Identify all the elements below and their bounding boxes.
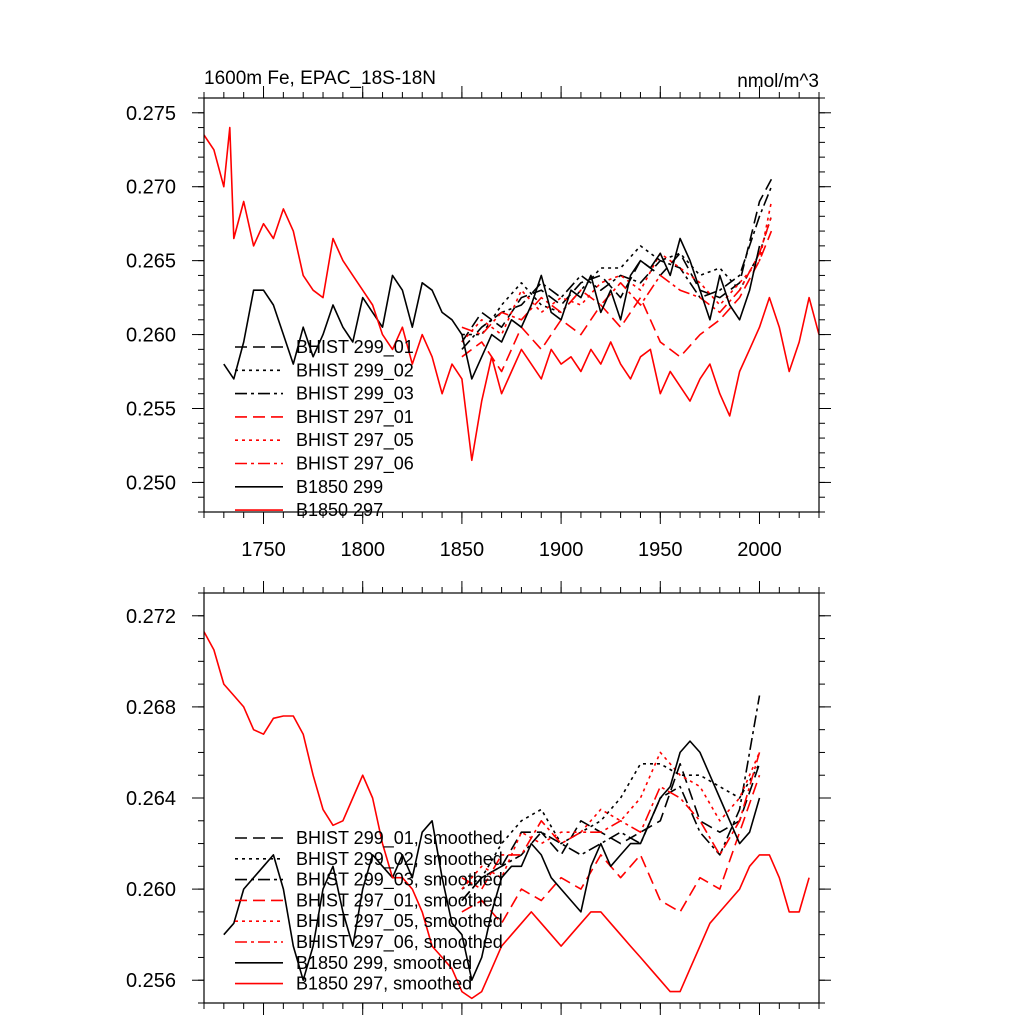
legend-label: BHIST 297_06	[296, 454, 414, 475]
chart-title: 1600m Fe, EPAC_18S-18N	[204, 68, 436, 89]
x-tick-label: 1800	[340, 539, 385, 561]
tick-group	[192, 86, 831, 524]
series-group	[204, 126, 819, 462]
series-line-6	[223, 740, 761, 982]
y-tick-label: 0.268	[126, 697, 176, 719]
legend-label: BHIST 299_01, smoothed	[296, 828, 503, 849]
x-tick-label: 1850	[440, 539, 485, 561]
y-tick-label: 0.270	[126, 177, 176, 199]
series-line-1	[461, 216, 773, 336]
series-line-6	[223, 237, 761, 380]
x-tick-label: 1900	[539, 539, 584, 561]
series-line-7	[204, 126, 819, 462]
legend-label: BHIST 297_01	[296, 407, 414, 428]
legend-label: BHIST 299_02, smoothed	[296, 849, 503, 870]
top-panel: 0.250 0.255 0.260 0.265 0.270 0.275 1750 1800 18…	[126, 68, 831, 561]
legend-label: BHIST 297_01, smoothed	[296, 890, 503, 911]
legend-label: BHIST 299_03	[296, 384, 414, 405]
series-line-3	[461, 230, 773, 373]
y-tick-label: 0.250	[126, 472, 176, 494]
series-line-7	[204, 631, 810, 1000]
series-line-2	[461, 186, 773, 350]
units-label: nmol/m^3	[737, 71, 819, 92]
legend-label: BHIST 299_02	[296, 360, 414, 381]
tick-group	[192, 581, 831, 1015]
y-tick-label: 0.255	[126, 399, 176, 421]
bottom-panel: 0.256 0.260 0.264 0.268 0.272 BHIST 299_01, s…	[126, 581, 831, 1015]
legend-label: B1850 299, smoothed	[296, 953, 472, 973]
legend-label: B1850 297, smoothed	[296, 974, 472, 994]
y-tick-label: 0.272	[126, 606, 176, 628]
series-line-5	[461, 752, 761, 890]
legend-label: BHIST 297_05	[296, 430, 414, 451]
legend-label: BHIST 299_03, smoothed	[296, 870, 503, 891]
x-tick-label: 1950	[638, 539, 683, 561]
y-tick-label: 0.275	[126, 103, 176, 125]
x-tick-label: 1750	[241, 539, 286, 561]
y-tick-label: 0.265	[126, 251, 176, 273]
y-tick-label: 0.256	[126, 970, 176, 992]
series-line-0	[461, 178, 773, 343]
series-line-1	[461, 762, 761, 890]
series-line-2	[461, 695, 761, 902]
y-tick-label: 0.264	[126, 788, 176, 810]
legend-label: BHIST 299_01	[296, 337, 414, 358]
y-tick-label: 0.260	[126, 325, 176, 347]
x-tick-label: 2000	[737, 539, 782, 561]
legend-label: BHIST 297_06, smoothed	[296, 932, 503, 953]
legend-label: BHIST 297_05, smoothed	[296, 911, 503, 932]
series-group	[204, 631, 810, 1000]
series-line-5	[461, 216, 773, 336]
legend-label: B1850 299	[296, 477, 383, 497]
y-tick-label: 0.260	[126, 879, 176, 901]
legend-label: B1850 297	[296, 500, 383, 520]
